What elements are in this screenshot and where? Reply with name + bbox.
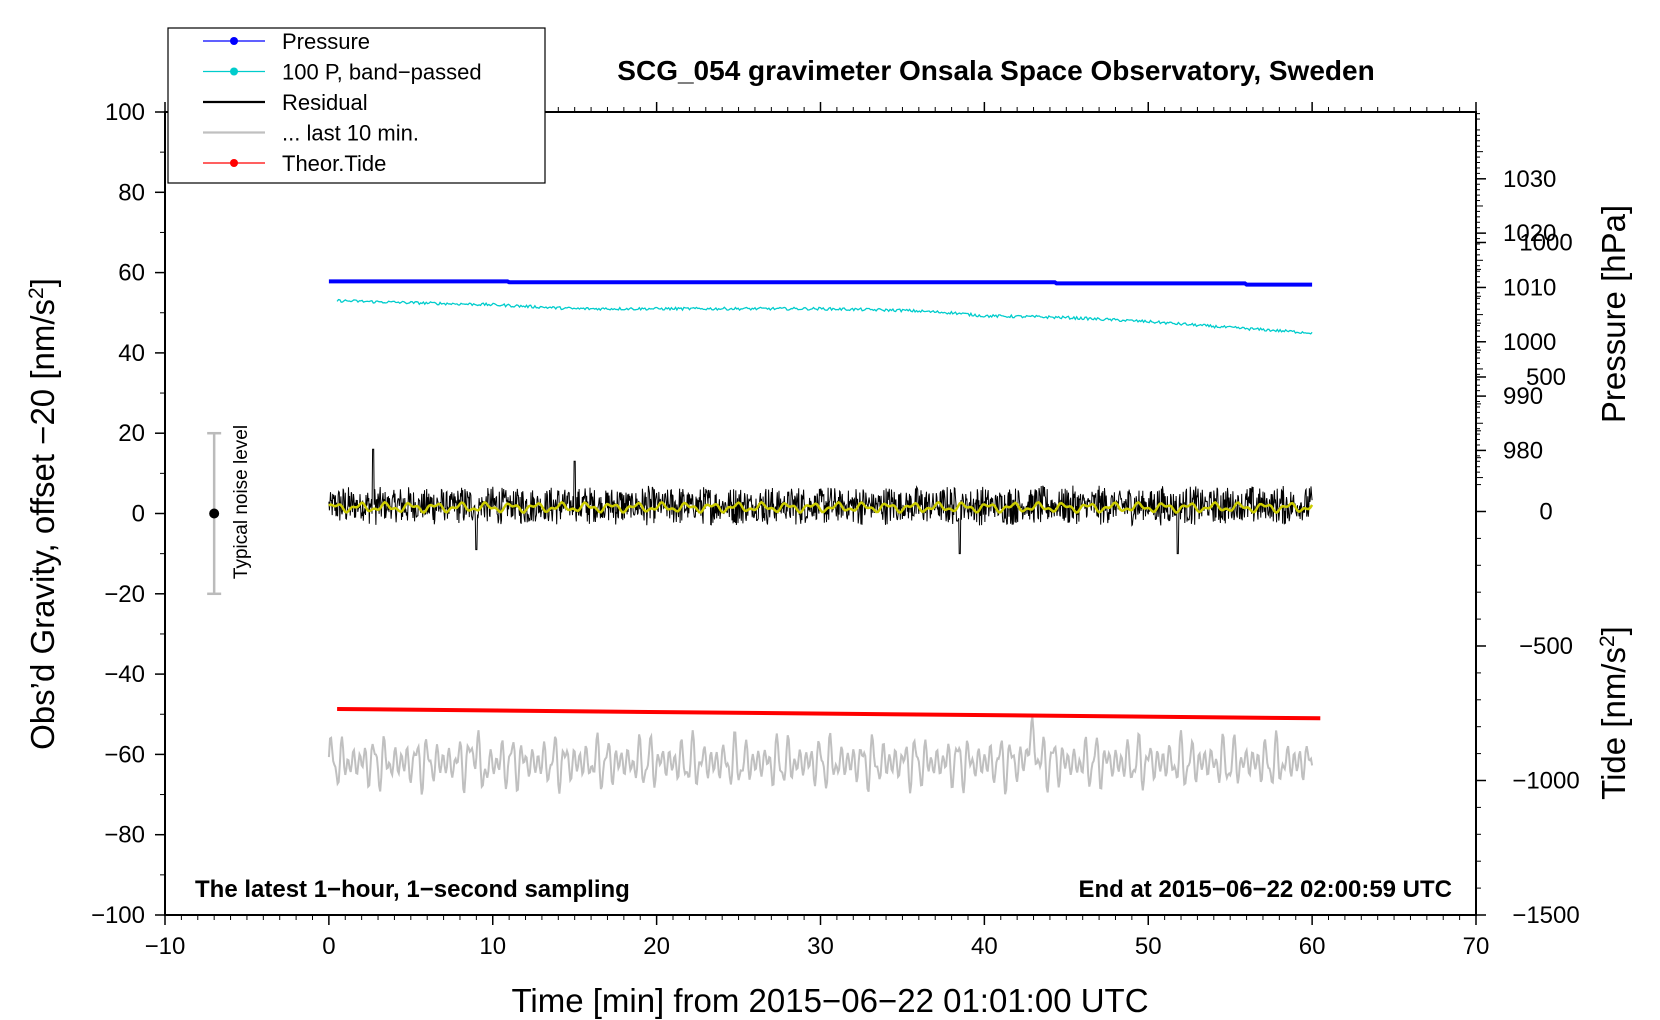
tide-tick-label: −1000 (1512, 767, 1579, 794)
x-tick-label: 50 (1135, 933, 1162, 960)
end-time-note: End at 2015−06−22 02:00:59 UTC (1078, 876, 1452, 903)
x-tick-label: 70 (1463, 933, 1490, 960)
last-10-min-line (327, 716, 1314, 795)
pressure-tick-label: 980 (1503, 437, 1543, 464)
noise-level-bar (207, 431, 222, 596)
y-axis-title-main: Obs’d Gravity, offset −20 [nm/s (24, 299, 61, 750)
pressure-tick-label: 1000 (1503, 329, 1556, 356)
tide-tick-label: 500 (1526, 364, 1566, 391)
pressure-tick-label: 1020 (1503, 220, 1556, 247)
pressure-axis-ticks: 980 990 1000 1010 1020 1030 (1476, 113, 1556, 479)
y-tick-label: −20 (104, 581, 145, 608)
legend: Pressure 100 P, band−passed Residual ... la… (167, 27, 546, 184)
pressure-tick-label: 1010 (1503, 274, 1556, 301)
y-tick-label: 60 (118, 260, 145, 287)
legend-label: Theor.Tide (282, 151, 386, 176)
y-axis-title: Obs’d Gravity, offset −20 [nm/s2] (24, 278, 61, 750)
tide-tick-label: 1000 (1519, 229, 1572, 256)
residual-smoothed-line (328, 500, 1314, 515)
pressure-tick-label: 990 (1503, 383, 1543, 410)
legend-label: Pressure (282, 29, 370, 54)
x-tick-label: 40 (971, 933, 998, 960)
tide-tick-label: 0 (1539, 498, 1552, 525)
tide-tick-label: −500 (1519, 633, 1573, 660)
y-tick-label: 40 (118, 340, 145, 367)
x-tick-label: 0 (322, 933, 335, 960)
sampling-note: The latest 1−hour, 1−second sampling (195, 876, 630, 903)
legend-label: 100 P, band−passed (282, 60, 482, 85)
legend-swatch-marker (230, 67, 238, 76)
legend-label: ... last 10 min. (282, 121, 419, 146)
tide-axis-title: Tide [nm/s2] (1595, 626, 1632, 800)
tide-axis-title-sup: 2 (1596, 635, 1619, 647)
y-tick-label: 0 (132, 501, 145, 528)
legend-box (167, 27, 546, 184)
tide-axis-title-end: ] (1595, 626, 1632, 635)
y-tick-label: 80 (118, 179, 145, 206)
tide-axis-ticks: −1500 −1000 −500 0 500 1000 (1476, 229, 1580, 929)
pressure-line (328, 279, 1313, 287)
x-tick-label: 60 (1299, 933, 1326, 960)
y-tick-label: −80 (104, 822, 145, 849)
y-axis-title-sup: 2 (25, 287, 48, 299)
y-axis-ticks: −100 −80 −60 −40 −20 0 20 40 60 80 100 (91, 99, 165, 929)
theoretical-tide-line (337, 707, 1321, 721)
x-tick-label: −10 (145, 933, 186, 960)
y-tick-label: −60 (104, 741, 145, 768)
tide-tick-label: −1500 (1512, 902, 1579, 929)
y-axis-title-end: ] (24, 278, 61, 287)
y-tick-label: 100 (105, 99, 145, 126)
x-tick-label: 30 (807, 933, 834, 960)
x-axis-ticks: −10 0 10 20 30 40 50 60 70 (145, 102, 1490, 960)
series-layer (327, 279, 1321, 795)
pressure-tick-label: 1030 (1503, 166, 1556, 193)
x-tick-label: 10 (479, 933, 506, 960)
legend-swatch-marker (230, 37, 238, 45)
pressure-axis-title: Pressure [hPa] (1595, 205, 1632, 423)
chart-title: SCG_054 gravimeter Onsala Space Observat… (617, 55, 1374, 86)
tide-axis-title-main: Tide [nm/s (1595, 647, 1632, 800)
y-tick-label: −40 (104, 661, 145, 688)
legend-label: Residual (282, 90, 368, 115)
y-tick-label: −100 (91, 902, 145, 929)
x-axis-title: Time [min] from 2015−06−22 01:01:00 UTC (511, 982, 1148, 1019)
x-tick-label: 20 (643, 933, 670, 960)
y-tick-label: 20 (118, 420, 145, 447)
residual-line (328, 448, 1313, 555)
band-passed-pressure-line (336, 298, 1313, 335)
noise-level-label: Typical noise level (231, 425, 252, 579)
legend-swatch-marker (230, 159, 238, 167)
noise-bar-center-dot (209, 508, 220, 519)
